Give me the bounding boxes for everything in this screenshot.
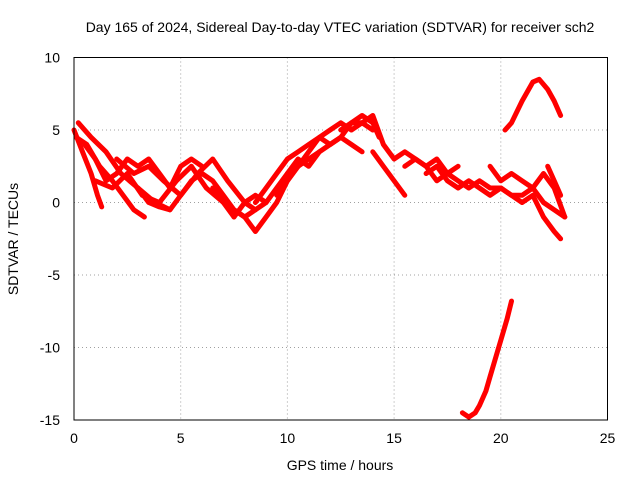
series-line-arc-5 [92, 163, 237, 220]
series-line-arc-19 [502, 76, 564, 133]
chart-title: Day 165 of 2024, Sidereal Day-to-day VTE… [86, 19, 595, 35]
y-tick-label: -10 [40, 340, 60, 356]
x-axis-label: GPS time / hours [287, 457, 394, 473]
y-tick-label: 10 [44, 50, 60, 66]
series-line-arc-9 [231, 149, 322, 220]
x-tick-label: 0 [70, 430, 78, 446]
grid-lines [74, 57, 608, 420]
y-tick-label: 0 [52, 195, 60, 211]
y-tick-label: -5 [48, 267, 61, 283]
x-tick-label: 25 [600, 430, 616, 446]
plot-frame [73, 57, 608, 421]
x-tick-label: 15 [386, 430, 402, 446]
series-line-arc-20 [459, 298, 514, 420]
y-tick-label: 5 [52, 122, 60, 138]
x-tick-label: 5 [177, 430, 185, 446]
series-line-arc-13 [338, 113, 461, 176]
series-line-arc-4 [82, 142, 205, 191]
x-tick-labels: 0 5 10 15 20 25 [70, 430, 615, 446]
series-line-arc-18 [545, 163, 564, 198]
series-line-arc-15 [402, 156, 568, 220]
x-tick-label: 20 [493, 430, 509, 446]
y-axis-label: SDTVAR / TECUs [5, 183, 21, 295]
series-line-arc-14 [370, 149, 408, 198]
series-line-arc-17 [487, 163, 568, 220]
data-series [71, 76, 568, 420]
series-line-arc-16 [423, 163, 564, 242]
x-tick-label: 10 [280, 430, 296, 446]
y-tick-labels: -15 -10 -5 0 5 10 [40, 50, 60, 429]
y-tick-label: -15 [40, 412, 60, 428]
series-line-arc-12 [284, 134, 365, 176]
series-line-arc-1 [71, 127, 105, 210]
